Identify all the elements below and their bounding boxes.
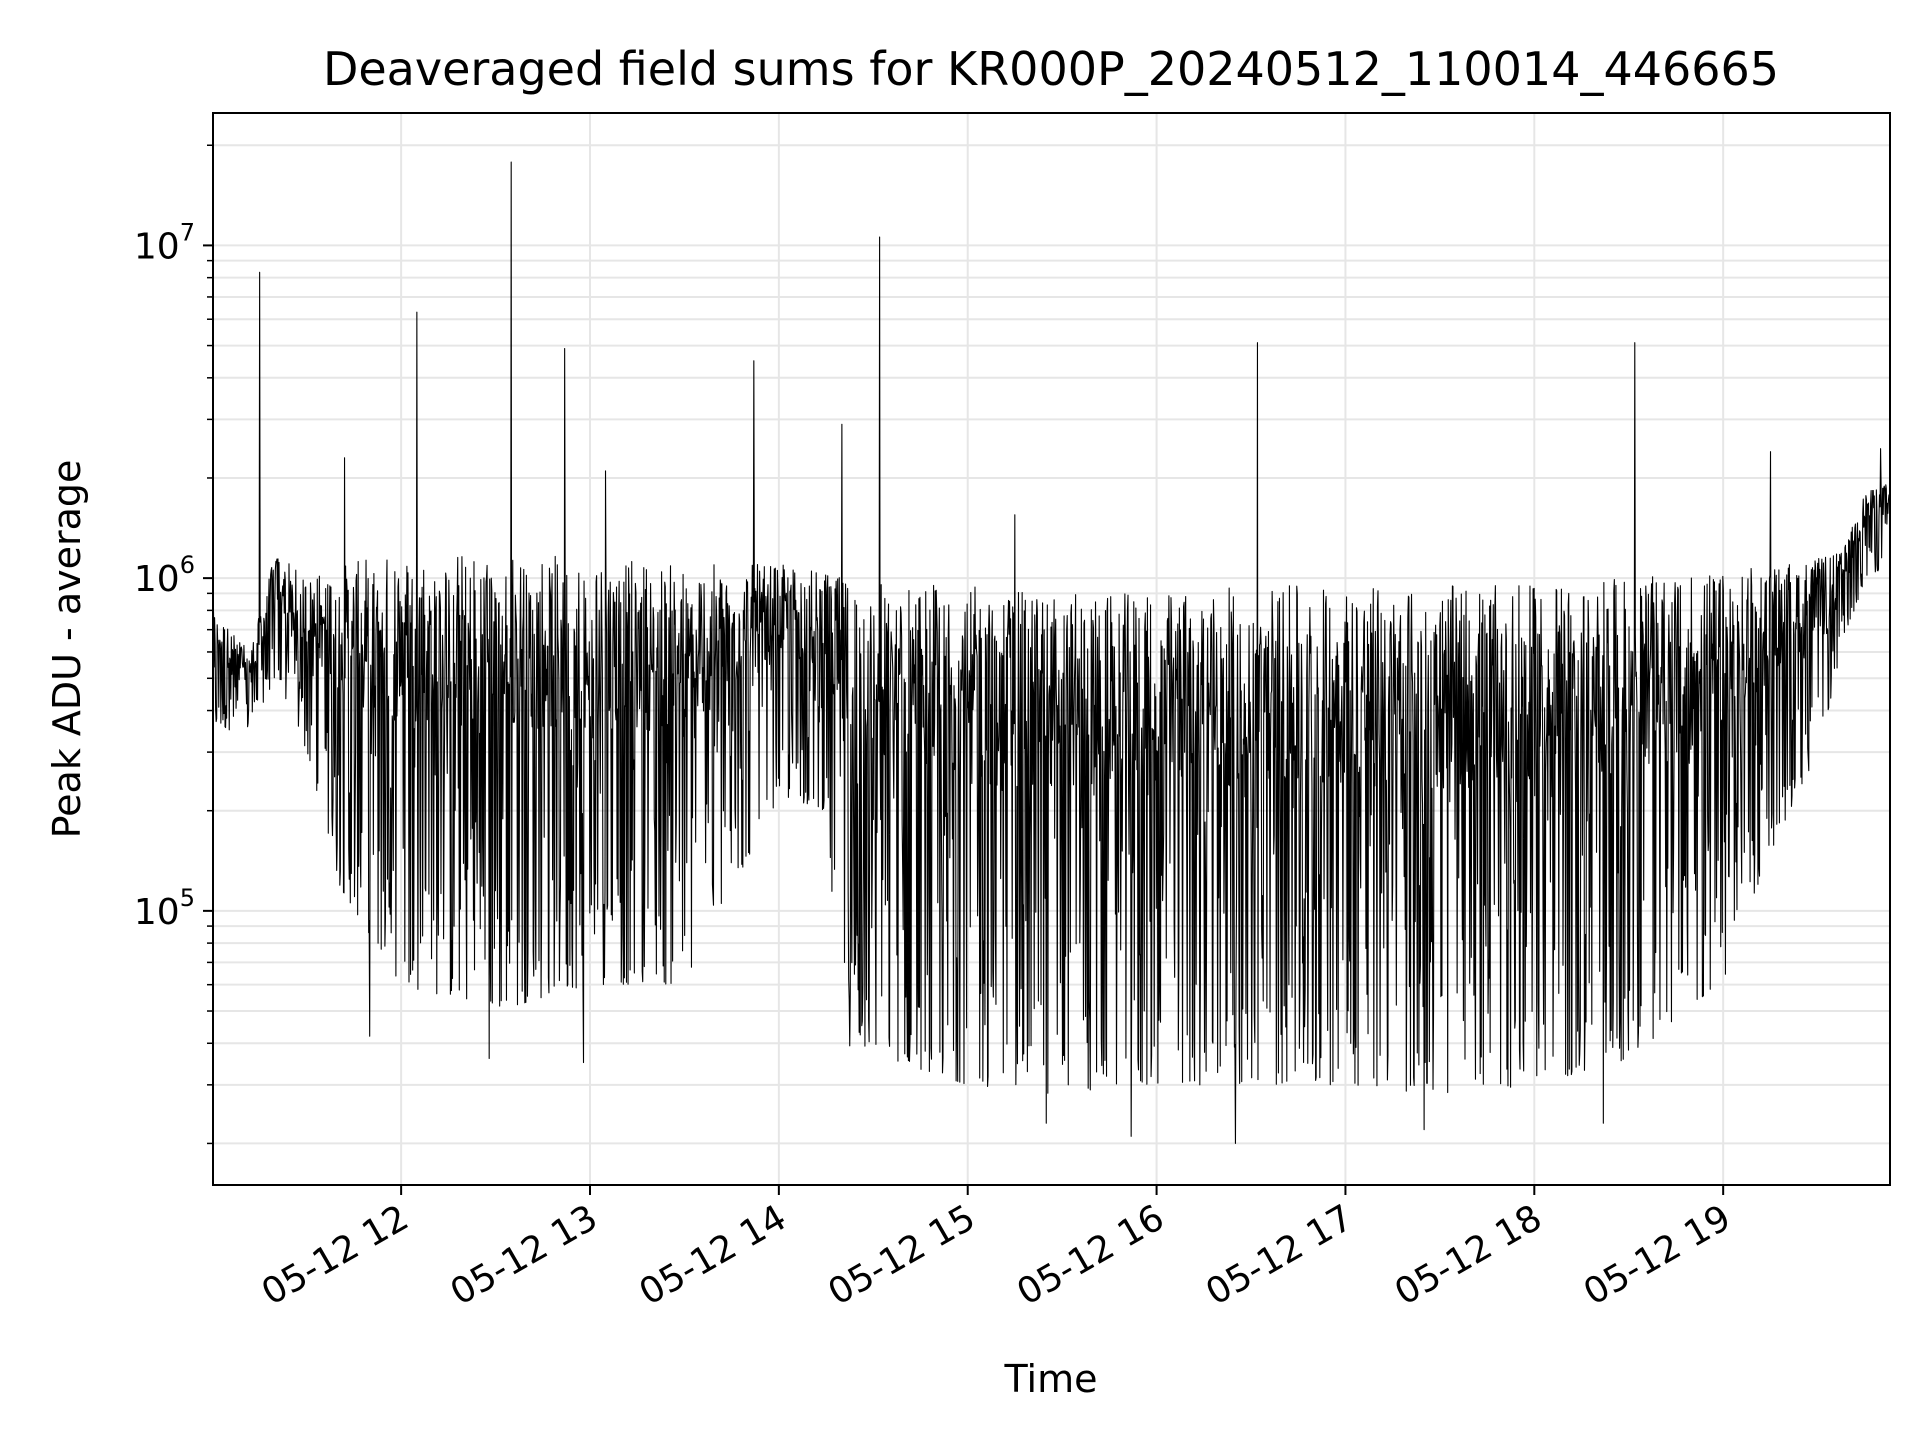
series-line <box>213 161 1890 1144</box>
y-axis-label: Peak ADU - average <box>45 460 89 839</box>
y-tick-label: 107 <box>134 218 195 267</box>
y-tick-label: 106 <box>134 551 195 600</box>
chart-title: Deaveraged field sums for KR000P_2024051… <box>323 42 1779 96</box>
data-layer <box>213 161 1890 1144</box>
x-axis-label: Time <box>1004 1357 1098 1401</box>
y-tick-label: 105 <box>134 884 195 933</box>
plot-frame <box>212 112 1891 1186</box>
